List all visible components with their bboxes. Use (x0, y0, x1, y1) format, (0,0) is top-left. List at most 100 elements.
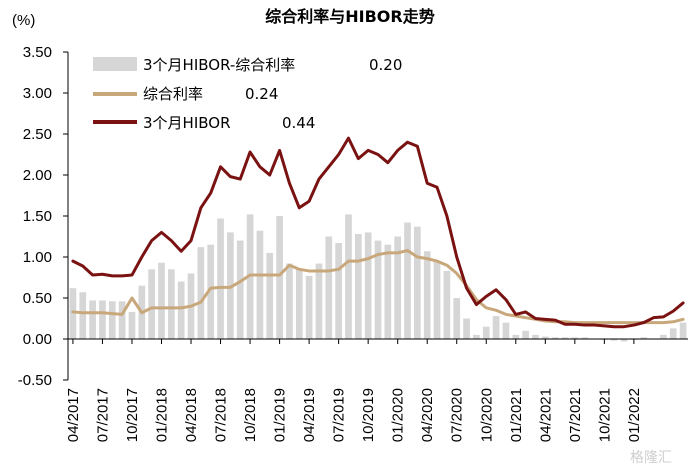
legend-value-composite: 0.24 (245, 85, 278, 103)
x-tick-label: 01/2020 (390, 388, 407, 442)
bar (532, 334, 539, 339)
x-tick-label: 07/2020 (449, 388, 466, 442)
bar (482, 326, 490, 339)
y-tick-label: 2.50 (23, 126, 52, 143)
bar (433, 261, 441, 339)
legend-label-hibor: 3个月HIBOR (143, 114, 231, 132)
y-tick-label: 0.50 (23, 290, 52, 307)
y-tick-label: 2.00 (23, 167, 52, 184)
y-tick-label: 1.50 (23, 208, 52, 225)
bar (128, 311, 136, 339)
bar (502, 322, 510, 339)
bar (522, 330, 529, 339)
bar (305, 275, 313, 339)
bar (492, 316, 500, 339)
bar (99, 300, 106, 339)
composite-rate-line (71, 248, 685, 325)
bar (325, 236, 333, 339)
bar (561, 337, 569, 339)
bar (512, 334, 520, 339)
x-tick-label: 07/2017 (94, 388, 111, 442)
legend-value-spread: 0.20 (369, 56, 402, 74)
x-tick-label: 10/2018 (242, 388, 259, 442)
bar (217, 218, 224, 339)
y-axis: 3.50 3.00 2.50 2.00 1.50 1.00 0.50 0.00 -0.50 (18, 44, 52, 389)
bar (286, 263, 293, 339)
bar (453, 298, 461, 339)
bar (236, 240, 244, 339)
y-tick-label: 0.00 (23, 331, 52, 348)
x-tick-label: 10/2020 (478, 388, 495, 442)
bar (581, 337, 589, 339)
x-tick-label: 01/2021 (508, 388, 525, 442)
bar (541, 336, 549, 339)
bar (364, 232, 372, 339)
x-tick-label: 04/2018 (183, 388, 200, 442)
legend-label-spread: 3个月HIBOR-综合利率 (143, 56, 295, 74)
x-tick-label: 10/2017 (124, 388, 141, 442)
bar (443, 270, 451, 339)
y-unit-label: (%) (12, 12, 35, 29)
bar (571, 337, 579, 339)
y-tick-label: 1.00 (23, 249, 52, 266)
bar (79, 292, 87, 339)
bar (197, 247, 205, 339)
bar (463, 318, 470, 339)
bar (69, 288, 77, 339)
bar (108, 301, 116, 339)
bar (158, 262, 165, 339)
bar (345, 214, 352, 339)
x-tick-label: 10/2021 (596, 388, 613, 442)
x-tick-label: 04/2019 (301, 388, 318, 442)
bar (394, 236, 402, 339)
bar (660, 334, 667, 339)
bar (414, 226, 421, 339)
y-tick-label: 3.50 (23, 44, 52, 61)
bar (669, 328, 677, 339)
y-tick-label: -0.50 (18, 372, 52, 389)
bar (374, 240, 382, 339)
x-tick-label: 04/2021 (537, 388, 554, 442)
bar (89, 300, 96, 339)
x-tick-label: 04/2020 (419, 388, 436, 442)
bar (640, 337, 648, 339)
y-tick-label: 3.00 (23, 85, 52, 102)
bar (354, 234, 362, 339)
chart-title: 综合利率与HIBOR走势 (265, 7, 434, 26)
legend: 3个月HIBOR-综合利率 0.20 综合利率 0.24 3个月HIBOR 0.… (93, 56, 402, 132)
x-tick-label: 01/2022 (626, 388, 643, 442)
bar (315, 263, 323, 339)
bar (679, 322, 687, 339)
bar (620, 339, 628, 342)
bar (551, 337, 559, 339)
legend-label-composite: 综合利率 (143, 85, 203, 103)
x-tick-label: 04/2017 (65, 388, 82, 442)
bar (473, 334, 480, 339)
bar (276, 216, 283, 339)
line-series (71, 136, 685, 329)
bar (423, 251, 431, 339)
bar (207, 244, 215, 339)
legend-value-hibor: 0.44 (282, 114, 315, 132)
axes (63, 51, 688, 381)
x-tick-label: 01/2018 (153, 388, 170, 442)
bar (177, 281, 185, 339)
bar (335, 243, 342, 339)
bar (384, 244, 392, 339)
bar (256, 230, 264, 339)
bar (404, 222, 411, 339)
x-tick-label: 07/2019 (331, 388, 348, 442)
x-tick-label: 07/2018 (213, 388, 230, 442)
x-tick-label: 01/2019 (272, 388, 289, 442)
legend-swatch-bar (93, 57, 137, 71)
x-tick-label: 07/2021 (567, 388, 584, 442)
hibor-line (71, 136, 685, 329)
bar (266, 252, 274, 339)
bar (167, 269, 175, 339)
bar (295, 269, 303, 339)
bar (118, 301, 126, 339)
bar (148, 269, 155, 339)
x-axis: 04/2017 07/2017 10/2017 01/2018 04/2018 07/20… (65, 339, 643, 442)
bar (610, 339, 618, 341)
